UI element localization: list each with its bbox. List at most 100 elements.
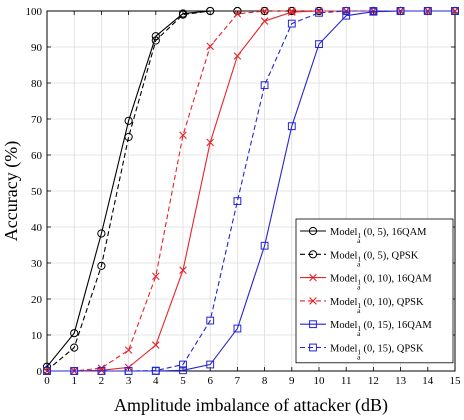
data-point [124, 116, 133, 125]
x-tick-label: 0 [44, 375, 50, 387]
y-tick-label: 70 [31, 114, 43, 126]
series-line [47, 10, 455, 372]
y-tick-label: 40 [31, 222, 43, 234]
x-tick-label: 4 [153, 375, 159, 387]
legend-item: Model1 a(0, 15), QPSK [300, 344, 424, 362]
data-point [70, 367, 79, 375]
data-point-stroke [179, 131, 187, 139]
data-point [206, 138, 214, 147]
x-tick-label: 3 [126, 375, 132, 387]
data-point [151, 36, 160, 45]
data-point [287, 6, 296, 16]
data-point-stroke [152, 341, 160, 349]
x-tick-label: 1 [71, 375, 77, 387]
data-point-stroke [179, 266, 187, 274]
data-point [287, 122, 296, 131]
data-point [179, 131, 187, 139]
data-point [342, 7, 351, 15]
data-point [288, 8, 296, 16]
data-point [309, 320, 317, 329]
data-point-stroke [288, 7, 296, 15]
x-tick-label: 7 [235, 375, 241, 387]
data-point-stroke [233, 52, 242, 60]
data-point [260, 17, 269, 25]
y-tick-label: 10 [31, 330, 43, 342]
data-point [70, 329, 79, 338]
data-point [179, 366, 187, 375]
data-point [152, 341, 160, 349]
legend-box [295, 218, 454, 364]
data-point [43, 367, 51, 375]
data-point [206, 360, 215, 369]
data-point [315, 8, 323, 17]
data-point [309, 297, 317, 305]
data-point [178, 10, 188, 19]
data-point-stroke [152, 272, 160, 281]
y-tick-label: 0 [37, 366, 43, 378]
data-point [260, 7, 269, 15]
data-point-stroke [260, 17, 269, 25]
data-point [97, 367, 106, 375]
data-point [97, 229, 106, 238]
legend-label: Model1 a(0, 5), 16QAM [330, 227, 427, 245]
data-point [287, 19, 296, 28]
data-point [179, 360, 187, 369]
y-tick-label: 30 [31, 258, 43, 270]
legend-item: Model1 a(0, 5), 16QAM [300, 226, 427, 245]
y-tick-label: 100 [26, 6, 43, 18]
data-point [151, 366, 160, 375]
data-point [423, 7, 432, 15]
data-point [97, 261, 106, 270]
x-tick-label: 14 [422, 375, 434, 387]
data-point [369, 7, 378, 15]
y-tick-label: 90 [31, 42, 43, 54]
data-point [308, 250, 318, 259]
x-tick-label: 2 [99, 375, 105, 387]
y-tick-label: 50 [31, 186, 43, 198]
x-tick-label: 10 [314, 375, 326, 387]
data-point-stroke [309, 297, 317, 305]
data-point [233, 324, 242, 333]
data-point [260, 241, 269, 250]
data-point [315, 40, 323, 49]
x-tick-label: 5 [180, 375, 186, 387]
data-point [342, 11, 351, 20]
data-point-stroke [288, 8, 296, 16]
legend-item: Model1 a(0, 10), 16QAM [300, 274, 432, 292]
data-point [451, 7, 459, 15]
data-point [308, 226, 318, 236]
legend-label: Model1 a(0, 10), QPSK [330, 297, 424, 315]
data-point-stroke [260, 7, 269, 15]
x-tick-label: 9 [289, 375, 295, 387]
data-point-stroke [206, 138, 214, 147]
x-tick-label: 13 [395, 375, 407, 387]
y-tick-label: 80 [31, 78, 43, 90]
data-point-stroke [206, 42, 214, 51]
data-point-stroke [233, 10, 242, 18]
data-point [97, 364, 106, 372]
data-point [124, 132, 133, 142]
data-point [233, 197, 242, 205]
data-point [233, 10, 242, 18]
data-point [70, 343, 79, 352]
legend-label: Model1 a(0, 5), QPSK [330, 250, 419, 268]
data-point [152, 272, 160, 281]
data-point [206, 42, 214, 51]
data-point [124, 367, 133, 375]
data-point [309, 343, 317, 352]
series-group [42, 6, 460, 375]
y-tick-label: 60 [31, 150, 43, 162]
legend: Model1 a(0, 5), 16QAM Model1 a(0, 5), QPSK M… [295, 218, 454, 364]
data-point [309, 273, 317, 282]
x-tick-label: 6 [207, 375, 213, 387]
x-tick-label: 15 [450, 375, 462, 387]
data-point-stroke [124, 346, 133, 354]
legend-label: Model1 a(0, 15), QPSK [330, 344, 424, 362]
data-point [206, 6, 215, 16]
x-axis-label: Amplitude imbalance of attacker (dB) [114, 395, 388, 416]
y-axis-label: Accuracy (%) [1, 141, 22, 241]
legend-item: Model1 a(0, 5), QPSK [300, 250, 419, 268]
legend-label: Model1 a(0, 15), 16QAM [330, 320, 432, 338]
data-point [288, 7, 296, 15]
